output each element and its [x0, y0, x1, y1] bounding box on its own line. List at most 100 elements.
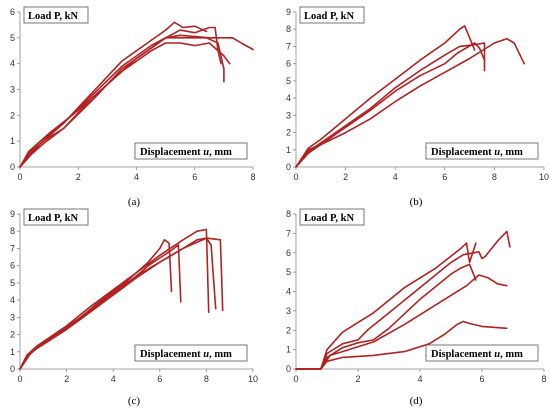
- panel-d-x-tick-label: 6: [479, 374, 484, 384]
- panel-d-caption: (d): [410, 395, 423, 407]
- panel-d-y-tick-label: 8: [286, 209, 291, 219]
- panel-d-ylabel-box: [299, 208, 365, 226]
- panel-c-series-5-line: [19, 237, 224, 370]
- panel-c-y-tick-label: 3: [10, 312, 15, 322]
- panel-c-series-4-line: [19, 228, 210, 370]
- panel-b-ylabel-box: [299, 6, 365, 24]
- panel-d-y-tick-label: 4: [286, 287, 291, 297]
- panel-a-ylabel: Load P, kN: [28, 11, 79, 22]
- panel-a-caption: (a): [128, 196, 141, 208]
- panel-c-ylabel: Load P, kN: [28, 213, 79, 224]
- panel-c-y-tick-label: 4: [10, 295, 15, 305]
- panel-d-y-tick-label: 5: [286, 267, 291, 277]
- panel-a-y-tick-label: 2: [10, 110, 15, 120]
- panel-d-x-tick-label: 4: [417, 374, 422, 384]
- panel-d-x-tick-label: 0: [293, 374, 298, 384]
- panel-d-series-4-line: [295, 263, 477, 370]
- panel-c-ylabel-box: [23, 208, 89, 226]
- panel-c-x-tick-label: 0: [17, 374, 22, 384]
- panel-d-xlabel-prefix: Displacement: [431, 349, 494, 360]
- panel-b-x-tick-label: 4: [393, 172, 398, 182]
- panel-c-y-tick-label: 5: [10, 278, 15, 288]
- panel-c: 0 1 2 3 4 5 6 7 8 9 0 2 4 6 8 10 Load P, kN Displacement …: [10, 208, 258, 407]
- panel-b-series-4-line: [295, 42, 486, 168]
- panel-c-y-tick-label: 2: [10, 330, 15, 340]
- panel-a-series-5-line: [19, 21, 208, 168]
- panel-a: 0 1 2 3 4 5 6 0 2 4 6 8 Load P, kN Displacement u, mm…: [10, 6, 256, 208]
- panel-b-caption: (b): [410, 196, 423, 208]
- panel-b-y-tick-label: 4: [286, 93, 291, 103]
- panel-b-y-tick-label: 9: [286, 7, 291, 17]
- panel-b-xlabel: Displacement u, mm: [431, 147, 523, 158]
- panel-a-x-tick-label: 0: [17, 172, 22, 182]
- panel-a-series-2-line: [19, 37, 225, 168]
- panel-c-y-tick-label: 1: [10, 347, 15, 357]
- panel-d-ylabel: Load P, kN: [304, 213, 355, 224]
- panel-d-y-tick-label: 0: [286, 364, 291, 374]
- panel-c-xlabel-box: [134, 344, 248, 362]
- panel-d-series-3-line: [295, 230, 511, 370]
- panel-b-xlabel-prefix: Displacement: [431, 147, 494, 158]
- panel-a-x-tick-label: 4: [134, 172, 139, 182]
- panel-d-x-tick-label: 8: [541, 374, 546, 384]
- panel-b-x-tick-label: 6: [442, 172, 447, 182]
- panel-a-y-tick-label: 6: [10, 7, 15, 17]
- panel-b-ylabel: Load P, kN: [304, 11, 355, 22]
- panel-c-x-tick-label: 8: [204, 374, 209, 384]
- panel-d-xlabel: Displacement u, mm: [431, 349, 523, 360]
- panel-a-xlabel-prefix: Displacement: [140, 147, 203, 158]
- panel-d-y-tick-label: 1: [286, 345, 291, 355]
- panel-b-series-2-line: [295, 25, 476, 168]
- panel-c-y-tick-label: 8: [10, 226, 15, 236]
- panel-c-xlabel-variable: u: [203, 349, 209, 360]
- panel-a-x-tick-label: 2: [76, 172, 81, 182]
- panel-b-y-tick-label: 5: [286, 76, 291, 86]
- panel-b-y-tick-label: 3: [286, 110, 291, 120]
- panel-d-y-tick-label: 3: [286, 306, 291, 316]
- panel-a-x-tick-label: 6: [192, 172, 197, 182]
- panel-c-y-tick-label: 6: [10, 261, 15, 271]
- panel-d: 0 1 2 3 4 5 6 7 8 0 2 4 6 8 Load P, kN Displacement u, …: [286, 208, 547, 407]
- panel-b-x-tick-label: 8: [492, 172, 497, 182]
- panel-a-y-tick-label: 0: [10, 162, 15, 172]
- panel-b-y-tick-label: 0: [286, 162, 291, 172]
- panel-d-xlabel-variable: u: [494, 349, 500, 360]
- panel-d-y-tick-label: 6: [286, 248, 291, 258]
- panel-b-y-tick-label: 2: [286, 128, 291, 138]
- panel-b: 0 1 2 3 4 5 6 7 8 9 0 2 4 6 8 10 Load P, kN Displacement …: [286, 6, 549, 208]
- panel-d-x-tick-label: 2: [355, 374, 360, 384]
- panel-b-y-tick-label: 1: [286, 145, 291, 155]
- panel-b-x-tick-label: 2: [343, 172, 348, 182]
- panel-d-xlabel-suffix: , mm: [500, 349, 523, 360]
- panel-a-xlabel: Displacement u, mm: [140, 147, 232, 158]
- panel-c-caption: (c): [128, 395, 141, 407]
- panel-d-xlabel-box: [425, 344, 539, 362]
- panel-b-y-tick-label: 7: [286, 41, 291, 51]
- panel-d-y-tick-label: 2: [286, 325, 291, 335]
- panel-b-xlabel-suffix: , mm: [500, 147, 523, 158]
- panel-b-xlabel-box: [425, 142, 539, 160]
- panel-c-x-tick-label: 4: [111, 374, 116, 384]
- panel-a-y-tick-label: 1: [10, 136, 15, 146]
- panel-b-y-tick-label: 6: [286, 59, 291, 69]
- panel-c-y-tick-label: 0: [10, 364, 15, 374]
- panel-c-x-tick-label: 6: [157, 374, 162, 384]
- panel-a-y-tick-label: 3: [10, 85, 15, 95]
- panel-a-xlabel-variable: u: [203, 147, 209, 158]
- panel-a-ylabel-box: [23, 6, 89, 24]
- panel-a-xlabel-box: [134, 142, 248, 160]
- panel-d-series-2-line: [295, 274, 508, 370]
- panel-d-y-tick-label: 7: [286, 228, 291, 238]
- panel-c-xlabel: Displacement u, mm: [140, 349, 232, 360]
- panel-b-x-tick-label: 0: [293, 172, 298, 182]
- panel-a-y-tick-label: 4: [10, 59, 15, 69]
- panel-c-xlabel-suffix: , mm: [209, 349, 232, 360]
- panel-a-series-4-line: [19, 42, 231, 168]
- panel-b-xlabel-variable: u: [494, 147, 500, 158]
- panel-c-x-tick-label: 2: [64, 374, 69, 384]
- panel-b-y-tick-label: 8: [286, 24, 291, 34]
- panel-c-y-tick-label: 7: [10, 243, 15, 253]
- panel-a-y-tick-label: 5: [10, 33, 15, 43]
- panel-a-x-tick-label: 8: [250, 172, 255, 182]
